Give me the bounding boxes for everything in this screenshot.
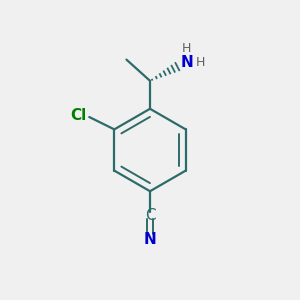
Text: C: C xyxy=(145,208,155,223)
Text: N: N xyxy=(144,232,156,247)
Text: H: H xyxy=(196,56,205,69)
Text: Cl: Cl xyxy=(70,108,86,123)
Text: N: N xyxy=(180,55,193,70)
Text: H: H xyxy=(182,42,191,55)
